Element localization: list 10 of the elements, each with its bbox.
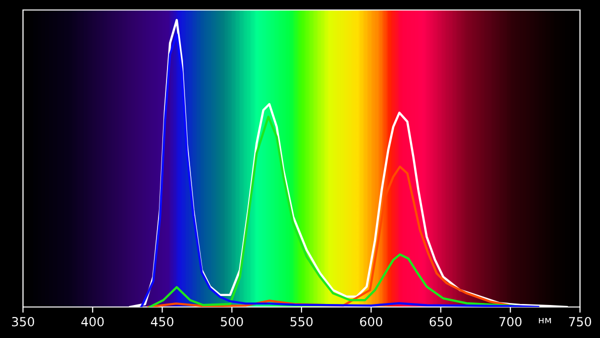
x-tick-label: 750 (569, 316, 592, 326)
x-axis-title: нм (538, 318, 551, 324)
x-tick-label: 700 (499, 316, 522, 326)
x-tick-label: 450 (150, 316, 174, 326)
x-tick-label: 600 (360, 316, 382, 326)
x-tick-label: 650 (430, 316, 452, 326)
x-tick-label: 550 (290, 316, 313, 326)
x-tick-label: 350 (12, 316, 34, 326)
x-tick-label: 400 (81, 316, 104, 326)
x-tick-label: 500 (220, 316, 243, 326)
